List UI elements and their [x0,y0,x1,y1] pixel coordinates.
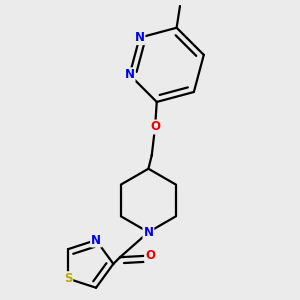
Text: N: N [124,68,135,81]
Text: N: N [134,31,145,44]
Text: S: S [64,272,72,285]
Text: N: N [91,234,101,247]
Text: O: O [145,249,155,262]
Text: O: O [150,121,160,134]
Text: N: N [143,226,153,239]
